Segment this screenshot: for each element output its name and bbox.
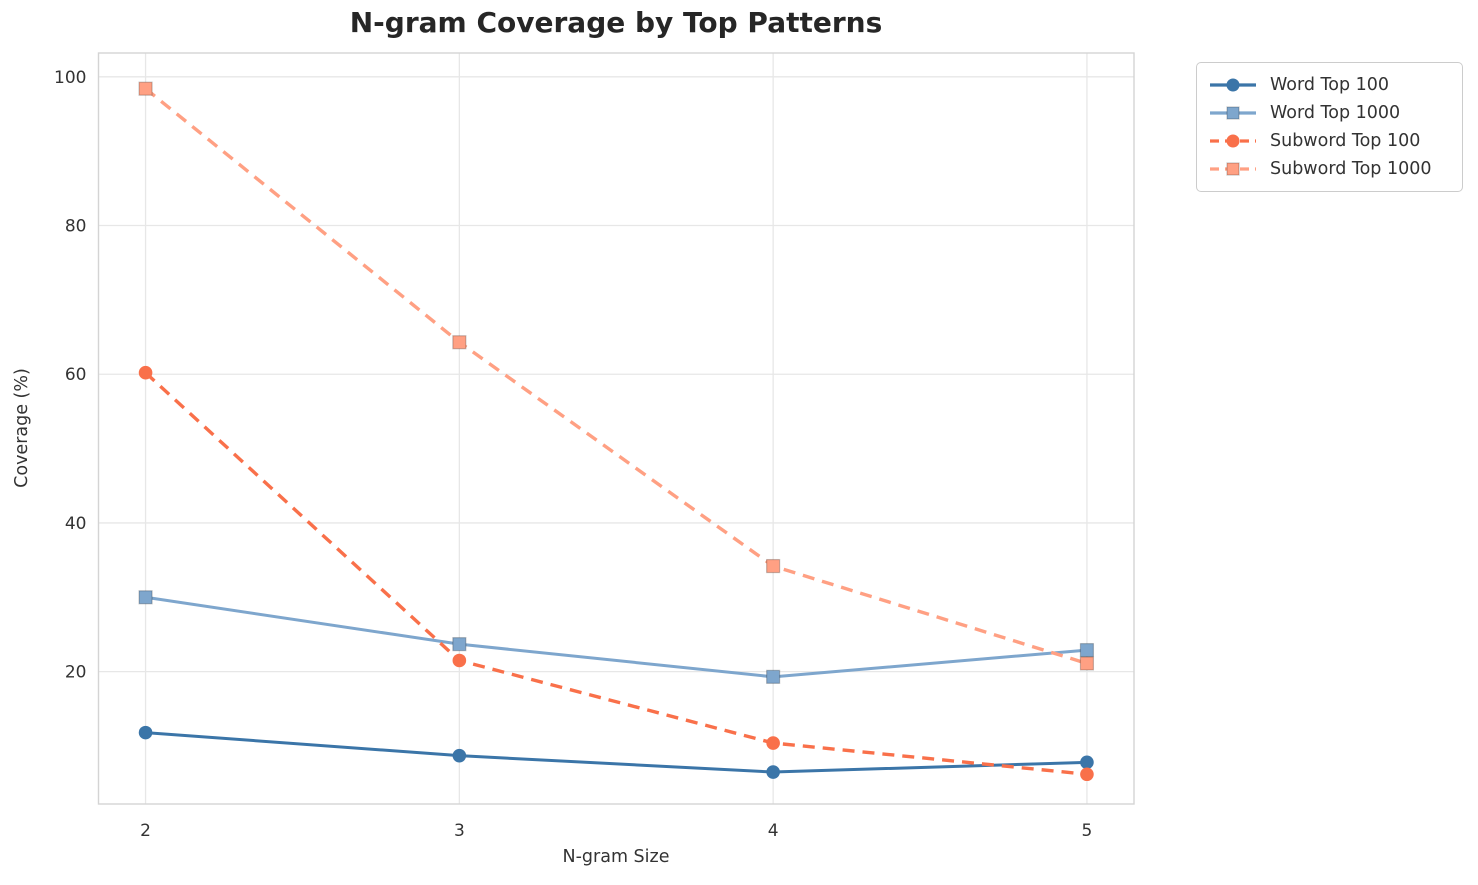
series-line-word-top-1000 <box>145 595 1088 679</box>
y-tick-label: 60 <box>65 365 87 385</box>
data-point-marker <box>452 637 467 652</box>
x-tick-label: 4 <box>768 821 779 841</box>
data-point-marker <box>1079 656 1095 671</box>
legend-label: Word Top 1000 <box>1270 103 1401 123</box>
y-tick-label: 20 <box>65 663 87 683</box>
legend-label: Word Top 100 <box>1270 75 1390 95</box>
legend-sample <box>1210 78 1256 92</box>
x-tick-label: 3 <box>454 821 465 841</box>
data-point-marker <box>766 736 780 750</box>
legend-sample <box>1210 162 1256 176</box>
data-point-marker <box>452 335 467 350</box>
y-tick-label: 100 <box>54 68 86 88</box>
data-point-marker <box>452 748 467 763</box>
chart-title: N-gram Coverage by Top Patterns <box>349 6 883 39</box>
plot-border <box>97 52 1135 805</box>
data-point-marker <box>766 765 780 779</box>
legend-item-subword-top-100: Subword Top 100 <box>1209 127 1452 155</box>
data-point-marker <box>1080 767 1094 782</box>
data-point-marker <box>452 653 467 668</box>
y-tick-label: 80 <box>65 217 87 237</box>
x-tick-label: 2 <box>140 821 151 841</box>
data-point-marker <box>138 590 153 605</box>
legend-item-word-top-1000: Word Top 1000 <box>1209 99 1452 127</box>
y-axis-label: Coverage (%) <box>12 368 32 488</box>
legend: Word Top 100 Word Top 1000 Subword Top 100… <box>1196 62 1463 192</box>
y-tick-label: 40 <box>65 514 87 534</box>
data-point-marker <box>1080 755 1094 770</box>
legend-sample <box>1210 106 1256 120</box>
x-axis-label: N-gram Size <box>562 847 670 867</box>
data-point-marker <box>138 725 153 740</box>
data-point-marker <box>766 558 781 574</box>
x-tick-label: 5 <box>1082 821 1093 841</box>
series-line-subword-top-100 <box>144 371 1088 776</box>
legend-sample <box>1210 134 1256 148</box>
legend-label: Subword Top 1000 <box>1270 159 1432 179</box>
data-point-marker <box>138 365 153 380</box>
data-point-marker <box>766 669 781 684</box>
series-line-subword-top-1000 <box>144 87 1088 666</box>
series-line-word-top-100 <box>145 731 1087 774</box>
data-point-marker <box>1079 642 1095 658</box>
legend-item-word-top-100: Word Top 100 <box>1209 71 1452 99</box>
legend-item-subword-top-1000: Subword Top 1000 <box>1209 155 1452 183</box>
legend-label: Subword Top 100 <box>1270 131 1421 151</box>
data-point-marker <box>138 81 153 96</box>
